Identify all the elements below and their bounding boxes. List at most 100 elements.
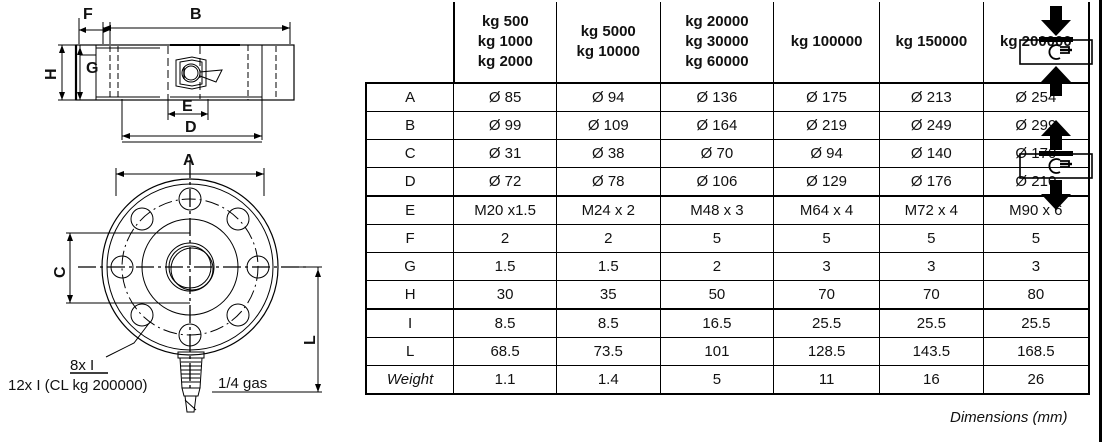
table-row: G 1.5 1.5 2 3 3 3 bbox=[365, 252, 1090, 281]
row-label: Weight bbox=[365, 365, 455, 395]
table-cell: 11 bbox=[773, 365, 880, 395]
table-cell: 26 bbox=[982, 365, 1090, 395]
dim-label-B: B bbox=[190, 6, 202, 23]
table-cell: 25.5 bbox=[773, 308, 880, 338]
capacity-column-header-2: kg 5000 kg 10000 bbox=[555, 2, 661, 84]
table-cell: 101 bbox=[659, 337, 775, 366]
table-cell: 73.5 bbox=[555, 337, 661, 366]
row-label: F bbox=[365, 224, 455, 253]
table-cell: 25.5 bbox=[878, 308, 984, 338]
table-cell: Ø 176 bbox=[878, 167, 984, 197]
table-cell: 5 bbox=[659, 365, 775, 395]
table-cell: 50 bbox=[659, 280, 775, 310]
table-cell: Ø 99 bbox=[453, 111, 557, 140]
table-cell: M48 x 3 bbox=[659, 195, 775, 225]
technical-drawing bbox=[58, 18, 322, 413]
table-cell: M20 x1.5 bbox=[453, 195, 557, 225]
table-cell: Ø 213 bbox=[878, 82, 984, 112]
row-label: H bbox=[365, 280, 455, 310]
table-cell: Ø 164 bbox=[659, 111, 775, 140]
table-cell: Ø 129 bbox=[773, 167, 880, 197]
table-cell: 3 bbox=[773, 252, 880, 281]
dim-label-H: H bbox=[43, 68, 60, 80]
table-row: E M20 x1.5 M24 x 2 M48 x 3 M64 x 4 M72 x 4 M90… bbox=[365, 195, 1090, 225]
capacity-column-header-5: kg 150000 bbox=[878, 2, 984, 84]
table-cell: Ø 85 bbox=[453, 82, 557, 112]
table-cell: Ø 299 bbox=[982, 111, 1090, 140]
arrow-down-icon bbox=[1041, 180, 1071, 210]
hole-note-sub: 12x I (CL kg 200000) bbox=[8, 377, 148, 394]
table-cell: 1.4 bbox=[555, 365, 661, 395]
table-cell: M24 x 2 bbox=[555, 195, 661, 225]
row-label: L bbox=[365, 337, 455, 366]
dim-label-L: L bbox=[302, 335, 319, 345]
dimensions-table: kg 500 kg 1000 kg 2000 kg 5000 kg 10000 … bbox=[365, 2, 1090, 395]
table-cell: 16 bbox=[878, 365, 984, 395]
page-edge-rule bbox=[1099, 0, 1102, 442]
table-cell: Ø 94 bbox=[773, 139, 880, 168]
table-cell: 2 bbox=[453, 224, 557, 253]
table-cell: 128.5 bbox=[773, 337, 880, 366]
table-cell: Ø 72 bbox=[453, 167, 557, 197]
table-cell: 16.5 bbox=[659, 308, 775, 338]
table-cell: 70 bbox=[878, 280, 984, 310]
table-cell: 8.5 bbox=[453, 308, 557, 338]
table-cell: Ø 78 bbox=[555, 167, 661, 197]
table-cell: M64 x 4 bbox=[773, 195, 880, 225]
arrow-down-icon bbox=[1041, 6, 1071, 36]
arrow-up-icon bbox=[1041, 66, 1071, 96]
table-cell: 68.5 bbox=[453, 337, 557, 366]
table-row: I 8.5 8.5 16.5 25.5 25.5 25.5 bbox=[365, 308, 1090, 338]
load-cell-icon bbox=[1048, 158, 1072, 174]
table-cell: Ø 175 bbox=[773, 82, 880, 112]
table-cell: 8.5 bbox=[555, 308, 661, 338]
table-row: L 68.5 73.5 101 128.5 143.5 168.5 bbox=[365, 337, 1090, 366]
row-label: B bbox=[365, 111, 455, 140]
table-cell: Ø 136 bbox=[659, 82, 775, 112]
arrow-up-icon bbox=[1041, 120, 1071, 150]
table-cell: 80 bbox=[982, 280, 1090, 310]
table-cell: 5 bbox=[659, 224, 775, 253]
table-cell: Ø 70 bbox=[659, 139, 775, 168]
load-cell-icon bbox=[1048, 44, 1072, 60]
dimensions-unit-note: Dimensions (mm) bbox=[950, 409, 1068, 426]
table-cell: Ø 38 bbox=[555, 139, 661, 168]
load-diagram-compression bbox=[1019, 6, 1093, 96]
dim-label-C: C bbox=[52, 266, 69, 278]
table-cell: 1.5 bbox=[453, 252, 557, 281]
table-cell: Ø 219 bbox=[773, 111, 880, 140]
row-label: E bbox=[365, 195, 455, 225]
load-diagram-tension bbox=[1019, 120, 1093, 210]
table-cell: 5 bbox=[982, 224, 1090, 253]
table-cell: 5 bbox=[773, 224, 880, 253]
row-label: C bbox=[365, 139, 455, 168]
table-cell: Ø 94 bbox=[555, 82, 661, 112]
table-cell: Ø 109 bbox=[555, 111, 661, 140]
table-cell: 2 bbox=[555, 224, 661, 253]
hole-note-main: 8x I bbox=[70, 357, 95, 374]
table-cell: 30 bbox=[453, 280, 557, 310]
dim-label-F: F bbox=[83, 6, 93, 23]
table-cell: 143.5 bbox=[878, 337, 984, 366]
table-cell: 1.5 bbox=[555, 252, 661, 281]
row-label: A bbox=[365, 82, 455, 112]
table-corner-cell bbox=[366, 2, 454, 83]
table-cell: Ø 31 bbox=[453, 139, 557, 168]
capacity-column-header-4: kg 100000 bbox=[773, 2, 880, 84]
dim-label-D: D bbox=[185, 119, 197, 136]
table-cell: 3 bbox=[878, 252, 984, 281]
row-label: D bbox=[365, 167, 455, 197]
dim-label-G: G bbox=[86, 60, 99, 77]
dim-label-E: E bbox=[182, 98, 193, 115]
table-cell: Ø 140 bbox=[878, 139, 984, 168]
table-row: Weight 1.1 1.4 5 11 16 26 bbox=[365, 365, 1090, 395]
table-cell: 25.5 bbox=[982, 308, 1090, 338]
port-label: 1/4 gas bbox=[218, 375, 268, 392]
table-cell: 5 bbox=[878, 224, 984, 253]
table-cell: Ø 249 bbox=[878, 111, 984, 140]
